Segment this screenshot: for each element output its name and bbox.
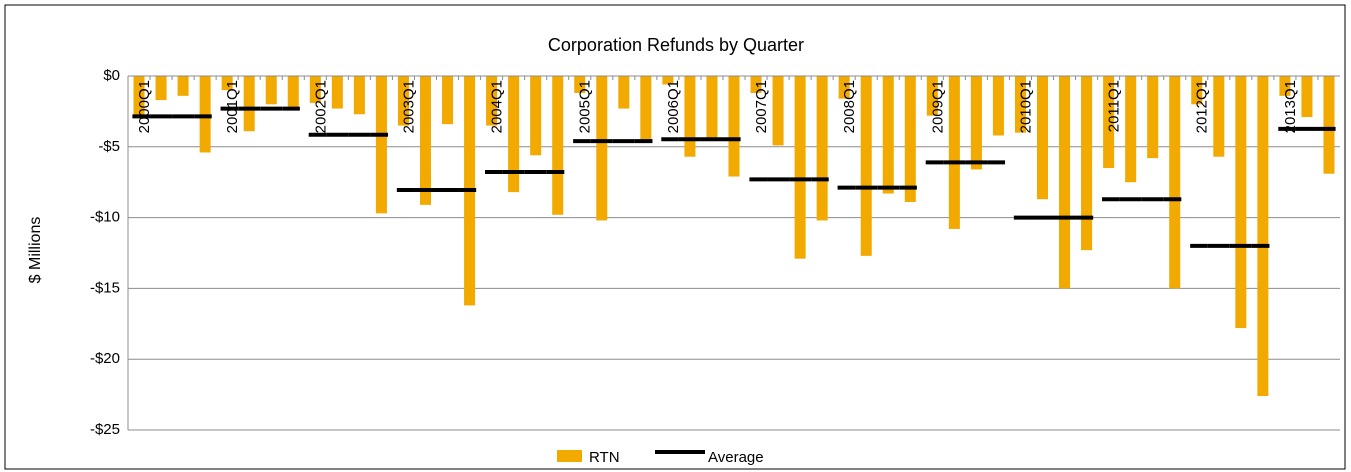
y-tick-label: $0 — [103, 67, 120, 84]
bar — [287, 76, 299, 108]
bar — [662, 76, 674, 85]
bar — [948, 76, 960, 229]
bar — [133, 76, 145, 118]
x-tick-label: 2012Q1 — [1194, 80, 1211, 133]
bar — [816, 76, 828, 221]
y-tick-label: -$20 — [90, 350, 120, 367]
x-tick-label: 2007Q1 — [753, 80, 770, 133]
bar — [838, 76, 850, 99]
bar — [1301, 76, 1313, 118]
y-tick-label: -$5 — [98, 138, 120, 155]
bar — [1279, 76, 1291, 96]
bar — [1014, 76, 1026, 133]
bar — [772, 76, 784, 146]
y-tick-label: -$15 — [90, 279, 120, 296]
bar — [684, 76, 696, 157]
bar — [375, 76, 387, 214]
bar — [442, 76, 454, 125]
bar — [1125, 76, 1137, 183]
bar — [1147, 76, 1159, 159]
x-tick-label: 2002Q1 — [312, 80, 329, 133]
bar — [177, 76, 189, 96]
bar — [750, 76, 762, 93]
bar — [706, 76, 718, 140]
bar — [904, 76, 916, 203]
legend-swatch — [557, 450, 582, 462]
legend-label: RTN — [589, 449, 620, 466]
bar — [530, 76, 542, 156]
bar — [419, 76, 431, 205]
bar — [970, 76, 982, 170]
bar — [243, 76, 255, 132]
x-tick-label: 2006Q1 — [665, 80, 682, 133]
bar — [926, 76, 938, 116]
x-tick-label: 2005Q1 — [577, 80, 594, 133]
x-tick-label: 2013Q1 — [1282, 80, 1299, 133]
bar — [728, 76, 740, 177]
bar — [640, 76, 652, 143]
bar — [309, 76, 321, 103]
bar — [596, 76, 608, 221]
bar — [1103, 76, 1115, 169]
x-tick-label: 2010Q1 — [1017, 80, 1034, 133]
bar — [860, 76, 872, 256]
bar — [1213, 76, 1225, 157]
bar — [1169, 76, 1181, 289]
bar — [1257, 76, 1269, 397]
bar — [574, 76, 586, 93]
bar — [992, 76, 1004, 136]
bar — [882, 76, 894, 194]
x-tick-label: 2003Q1 — [400, 80, 417, 133]
y-axis-label: $ Millions — [27, 217, 44, 284]
x-tick-label: 2004Q1 — [489, 80, 506, 133]
bar — [1037, 76, 1049, 200]
bar — [199, 76, 211, 153]
x-tick-label: 2009Q1 — [929, 80, 946, 133]
bar — [397, 76, 409, 126]
bar — [1081, 76, 1093, 251]
x-tick-label: 2008Q1 — [841, 80, 858, 133]
x-tick-label: 2011Q1 — [1106, 80, 1123, 132]
bar — [508, 76, 520, 193]
bar — [486, 76, 498, 126]
bar — [1059, 76, 1071, 289]
legend-label: Average — [708, 449, 764, 466]
bar — [353, 76, 365, 115]
x-tick-label: 2000Q1 — [136, 80, 153, 133]
bar — [331, 76, 343, 109]
bar — [1191, 76, 1203, 105]
bar — [155, 76, 167, 101]
bar — [265, 76, 277, 105]
chart-frame — [4, 4, 1346, 470]
y-tick-label: -$25 — [90, 421, 120, 438]
bar — [794, 76, 806, 259]
y-tick-label: -$10 — [90, 209, 120, 226]
chart-title: Corporation Refunds by Quarter — [548, 35, 804, 55]
bar — [1323, 76, 1335, 174]
x-tick-label: 2001Q1 — [224, 80, 241, 133]
bar — [618, 76, 630, 109]
bar — [552, 76, 564, 215]
bar — [221, 76, 233, 91]
bar — [1235, 76, 1247, 329]
